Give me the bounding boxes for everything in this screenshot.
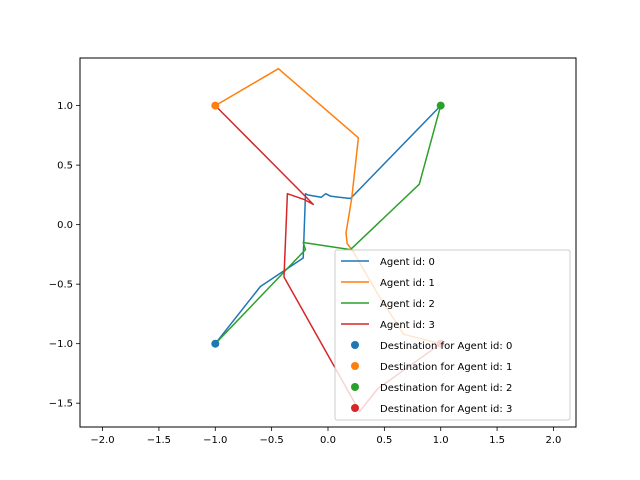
legend-marker-swatch [351, 362, 359, 370]
legend-box [334, 249, 571, 421]
legend-label: Agent id: 0 [380, 257, 435, 268]
axis-ticks: −2.0 −1.5 −1.0 −0.5 0.0 0.5 1.0 1.5 2.0 −1.5 −1.0 −… [49, 101, 562, 446]
x-tick-label: 0.0 [320, 435, 336, 446]
y-tick-label: −0.5 [49, 280, 73, 291]
legend-marker-swatch [351, 383, 359, 391]
x-tick-label: −1.5 [147, 435, 171, 446]
y-tick-label: 0.5 [57, 161, 73, 172]
y-tick-label: 1.0 [57, 101, 73, 112]
series-line-agent-2 [214, 105, 442, 345]
x-tick-label: 2.0 [546, 435, 562, 446]
legend-label: Destination for Agent id: 1 [380, 362, 512, 373]
series-line-agent-0 [214, 105, 442, 345]
legend-label: Destination for Agent id: 0 [380, 341, 512, 352]
x-tick-label: 0.5 [376, 435, 392, 446]
x-tick-label: −0.5 [259, 435, 283, 446]
axes-frame [79, 57, 577, 428]
y-tick-label: 0.0 [57, 220, 73, 231]
x-tick-label: 1.5 [489, 435, 505, 446]
destination-point-agent-0 [211, 339, 220, 348]
legend-label: Agent id: 1 [380, 278, 435, 289]
legend-label: Agent id: 3 [380, 320, 435, 331]
legend: Agent id: 0 Agent id: 1 Agent id: 2 Agent i… [334, 249, 571, 421]
legend-label: Destination for Agent id: 2 [380, 383, 512, 394]
x-tick-label: 1.0 [433, 435, 449, 446]
legend-marker-swatch [351, 341, 359, 349]
x-tick-label: −1.0 [203, 435, 227, 446]
y-tick-label: −1.0 [49, 339, 73, 350]
legend-label: Destination for Agent id: 3 [380, 404, 512, 415]
legend-label: Agent id: 2 [380, 299, 435, 310]
x-tick-label: −2.0 [90, 435, 114, 446]
legend-marker-swatch [351, 404, 359, 412]
destination-point-agent-2 [436, 101, 445, 110]
destination-point-agent-1 [211, 101, 220, 110]
y-tick-label: −1.5 [49, 399, 73, 410]
